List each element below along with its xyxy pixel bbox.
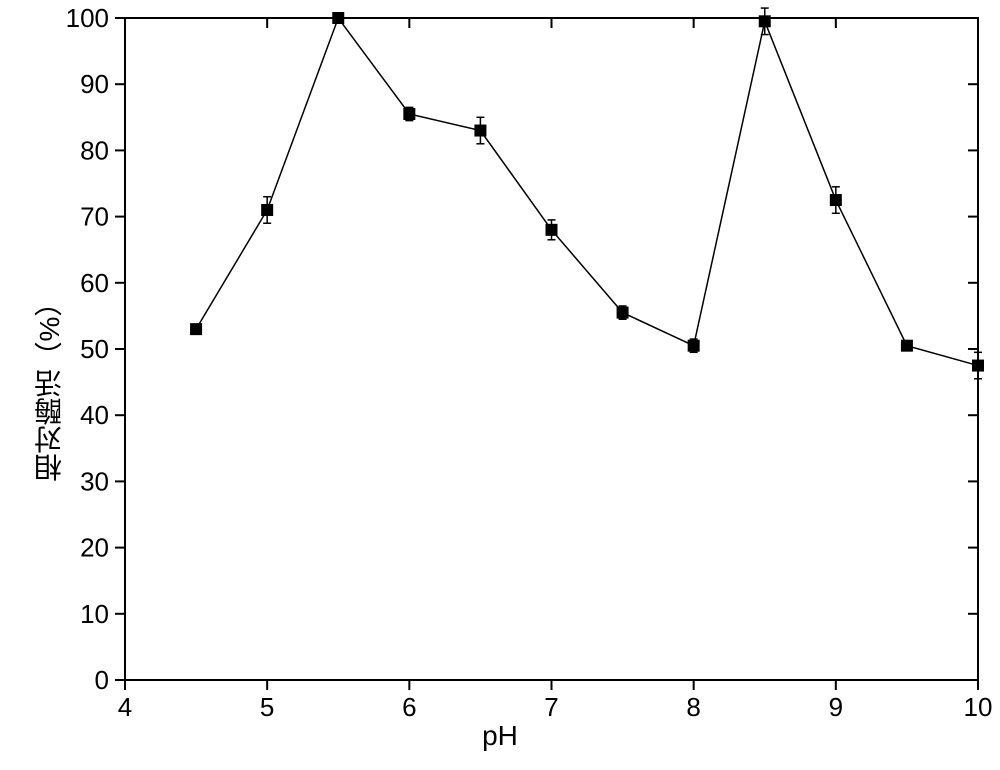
- svg-text:60: 60: [80, 268, 109, 298]
- svg-text:40: 40: [80, 400, 109, 430]
- svg-text:7: 7: [544, 692, 558, 722]
- svg-text:90: 90: [80, 69, 109, 99]
- svg-text:5: 5: [260, 692, 274, 722]
- chart-container: 相对酶活（%） pH 01020304050607080901004567891…: [0, 0, 1000, 770]
- svg-text:70: 70: [80, 202, 109, 232]
- svg-text:80: 80: [80, 135, 109, 165]
- svg-text:10: 10: [964, 692, 993, 722]
- svg-text:10: 10: [80, 599, 109, 629]
- svg-text:9: 9: [829, 692, 843, 722]
- svg-text:30: 30: [80, 466, 109, 496]
- svg-text:8: 8: [686, 692, 700, 722]
- svg-text:4: 4: [118, 692, 132, 722]
- svg-text:100: 100: [66, 3, 109, 33]
- svg-text:20: 20: [80, 533, 109, 563]
- svg-text:0: 0: [95, 665, 109, 695]
- svg-text:50: 50: [80, 334, 109, 364]
- chart-svg: 0 10 20 30 40 50 60 70 80 90 100 4 5 6 7 8 9 10: [0, 0, 1000, 770]
- svg-text:6: 6: [402, 692, 416, 722]
